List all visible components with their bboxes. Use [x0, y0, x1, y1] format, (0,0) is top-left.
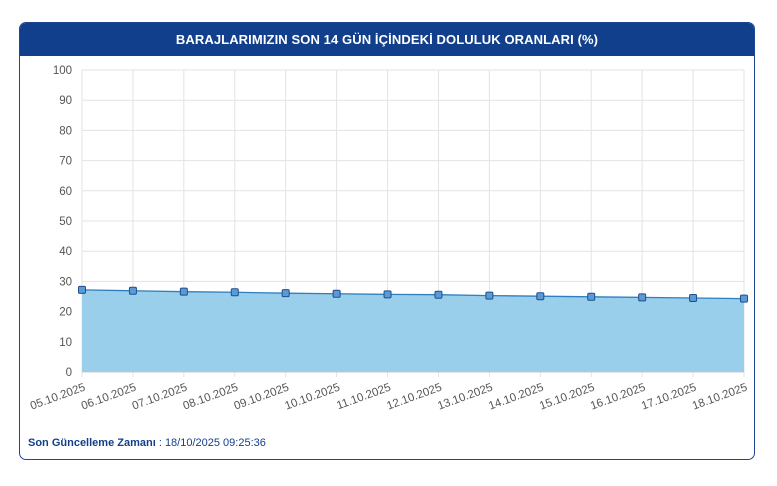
y-tick-label: 40: [59, 246, 72, 258]
series-line: [81, 289, 745, 300]
y-tick-label: 0: [66, 367, 72, 379]
data-point[interactable]: [78, 285, 86, 294]
x-tick-label: 11.10.2025: [335, 382, 392, 413]
data-point[interactable]: [230, 288, 239, 297]
chart: 0 10 20 30 40 50 60 70 80 90 100 05.10.202506.10.2…: [29, 65, 749, 413]
chart-card: BARAJLARIMIZIN SON 14 GÜN İÇİNDEKİ DOLUL…: [19, 22, 755, 460]
x-tick-label: 13.10.2025: [436, 382, 494, 413]
y-tick-label: 100: [53, 65, 72, 77]
data-point[interactable]: [332, 289, 341, 298]
data-point[interactable]: [689, 294, 698, 303]
y-tick-label: 70: [59, 156, 72, 168]
last-update-value: 18/10/2025 09:25:36: [164, 437, 266, 449]
y-tick-label: 90: [59, 95, 72, 107]
x-tick-label: 09.10.2025: [233, 382, 291, 413]
chart-title: BARAJLARIMIZIN SON 14 GÜN İÇİNDEKİ DOLUL…: [20, 23, 754, 56]
x-tick-label: 17.10.2025: [640, 382, 698, 413]
x-axis-ticks: 05.10.202506.10.202507.10.202508.10.2025…: [29, 382, 749, 413]
last-update-label: Son Güncelleme Zamanı: [28, 437, 156, 449]
last-update-separator: :: [155, 437, 165, 449]
data-point[interactable]: [740, 294, 748, 303]
data-point[interactable]: [128, 286, 137, 295]
y-tick-label: 20: [59, 307, 72, 319]
y-tick-label: 80: [59, 125, 72, 137]
y-tick-label: 50: [59, 216, 72, 228]
x-tick-label: 10.10.2025: [283, 382, 341, 413]
data-point[interactable]: [587, 292, 596, 301]
x-tick-label: 06.10.2025: [80, 382, 138, 413]
x-tick-label: 15.10.2025: [538, 382, 596, 413]
y-tick-label: 30: [59, 276, 72, 288]
data-point[interactable]: [383, 290, 392, 299]
x-tick-label: 18.10.2025: [691, 382, 749, 413]
x-tick-label: 12.10.2025: [385, 382, 443, 413]
data-point[interactable]: [638, 293, 647, 302]
x-tick-label: 08.10.2025: [182, 382, 240, 413]
x-tick-label: 14.10.2025: [487, 382, 545, 413]
x-tick-label: 05.10.2025: [29, 382, 87, 413]
y-tick-label: 10: [59, 337, 72, 349]
data-point[interactable]: [485, 291, 494, 300]
area-series: [81, 289, 745, 372]
x-tick-label: 16.10.2025: [589, 382, 647, 413]
data-point[interactable]: [536, 292, 545, 301]
data-point[interactable]: [434, 290, 443, 299]
data-point[interactable]: [281, 289, 290, 298]
series-area-fill: [82, 289, 744, 372]
last-update: Son Güncelleme Zamanı : 18/10/2025 09:25…: [28, 437, 266, 449]
x-tick-label: 07.10.2025: [131, 382, 189, 413]
data-markers: [78, 285, 748, 303]
data-point[interactable]: [179, 287, 188, 296]
y-axis-ticks: 0 10 20 30 40 50 60 70 80 90 100: [53, 65, 72, 379]
y-tick-label: 60: [59, 186, 72, 198]
